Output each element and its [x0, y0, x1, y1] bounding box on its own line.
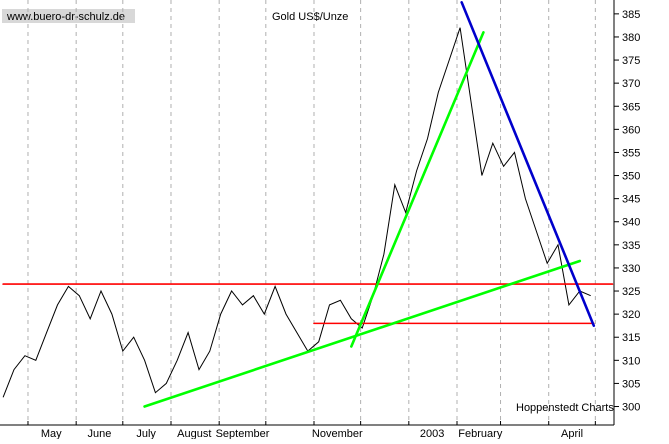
series-layer	[2, 27, 591, 398]
x-tick-label: July	[136, 428, 156, 439]
x-tick-label: April	[561, 428, 583, 439]
credit-text: Hoppenstedt Charts	[516, 402, 614, 414]
x-tick-label: June	[88, 428, 112, 439]
y-tick-label: 360	[622, 124, 640, 136]
y-tick-label: 370	[622, 78, 640, 90]
y-tick-label: 380	[622, 32, 640, 44]
y-tick-label: 350	[622, 171, 640, 183]
y-tick-label: 345	[622, 194, 640, 206]
chart-title: Gold US$/Unze	[272, 11, 348, 23]
trendline	[350, 31, 485, 348]
y-tick-label: 375	[622, 55, 640, 67]
y-tick-label: 330	[622, 263, 640, 275]
y-tick-label: 340	[622, 217, 640, 229]
trendline-layer	[2, 1, 614, 408]
y-tick-label: 365	[622, 101, 640, 113]
y-tick-label: 300	[622, 402, 640, 414]
y-tick-label: 315	[622, 332, 640, 344]
y-tick-label: 310	[622, 355, 640, 367]
x-tick-label: September	[216, 428, 270, 439]
y-tick-label: 355	[622, 147, 640, 159]
grid-layer	[27, 0, 596, 425]
trendline	[460, 1, 596, 327]
x-tick-label: 2003	[420, 428, 444, 439]
y-tick-label: 320	[622, 309, 640, 321]
x-tick-label: February	[458, 428, 503, 439]
price-series-line	[2, 27, 591, 398]
y-tick-label: 305	[622, 378, 640, 390]
trendline	[143, 259, 582, 408]
x-tick-label: August	[177, 428, 211, 439]
x-tick-label: May	[41, 428, 62, 439]
watermark-text: www.buero-dr-schulz.de	[6, 11, 125, 23]
axis-layer: May June July August September November 2003 Fe…	[0, 0, 640, 440]
y-tick-label: 325	[622, 286, 640, 298]
watermark-background	[2, 9, 135, 23]
y-tick-label: 385	[622, 9, 640, 21]
x-tick-label: November	[312, 428, 363, 439]
y-tick-label: 335	[622, 240, 640, 252]
